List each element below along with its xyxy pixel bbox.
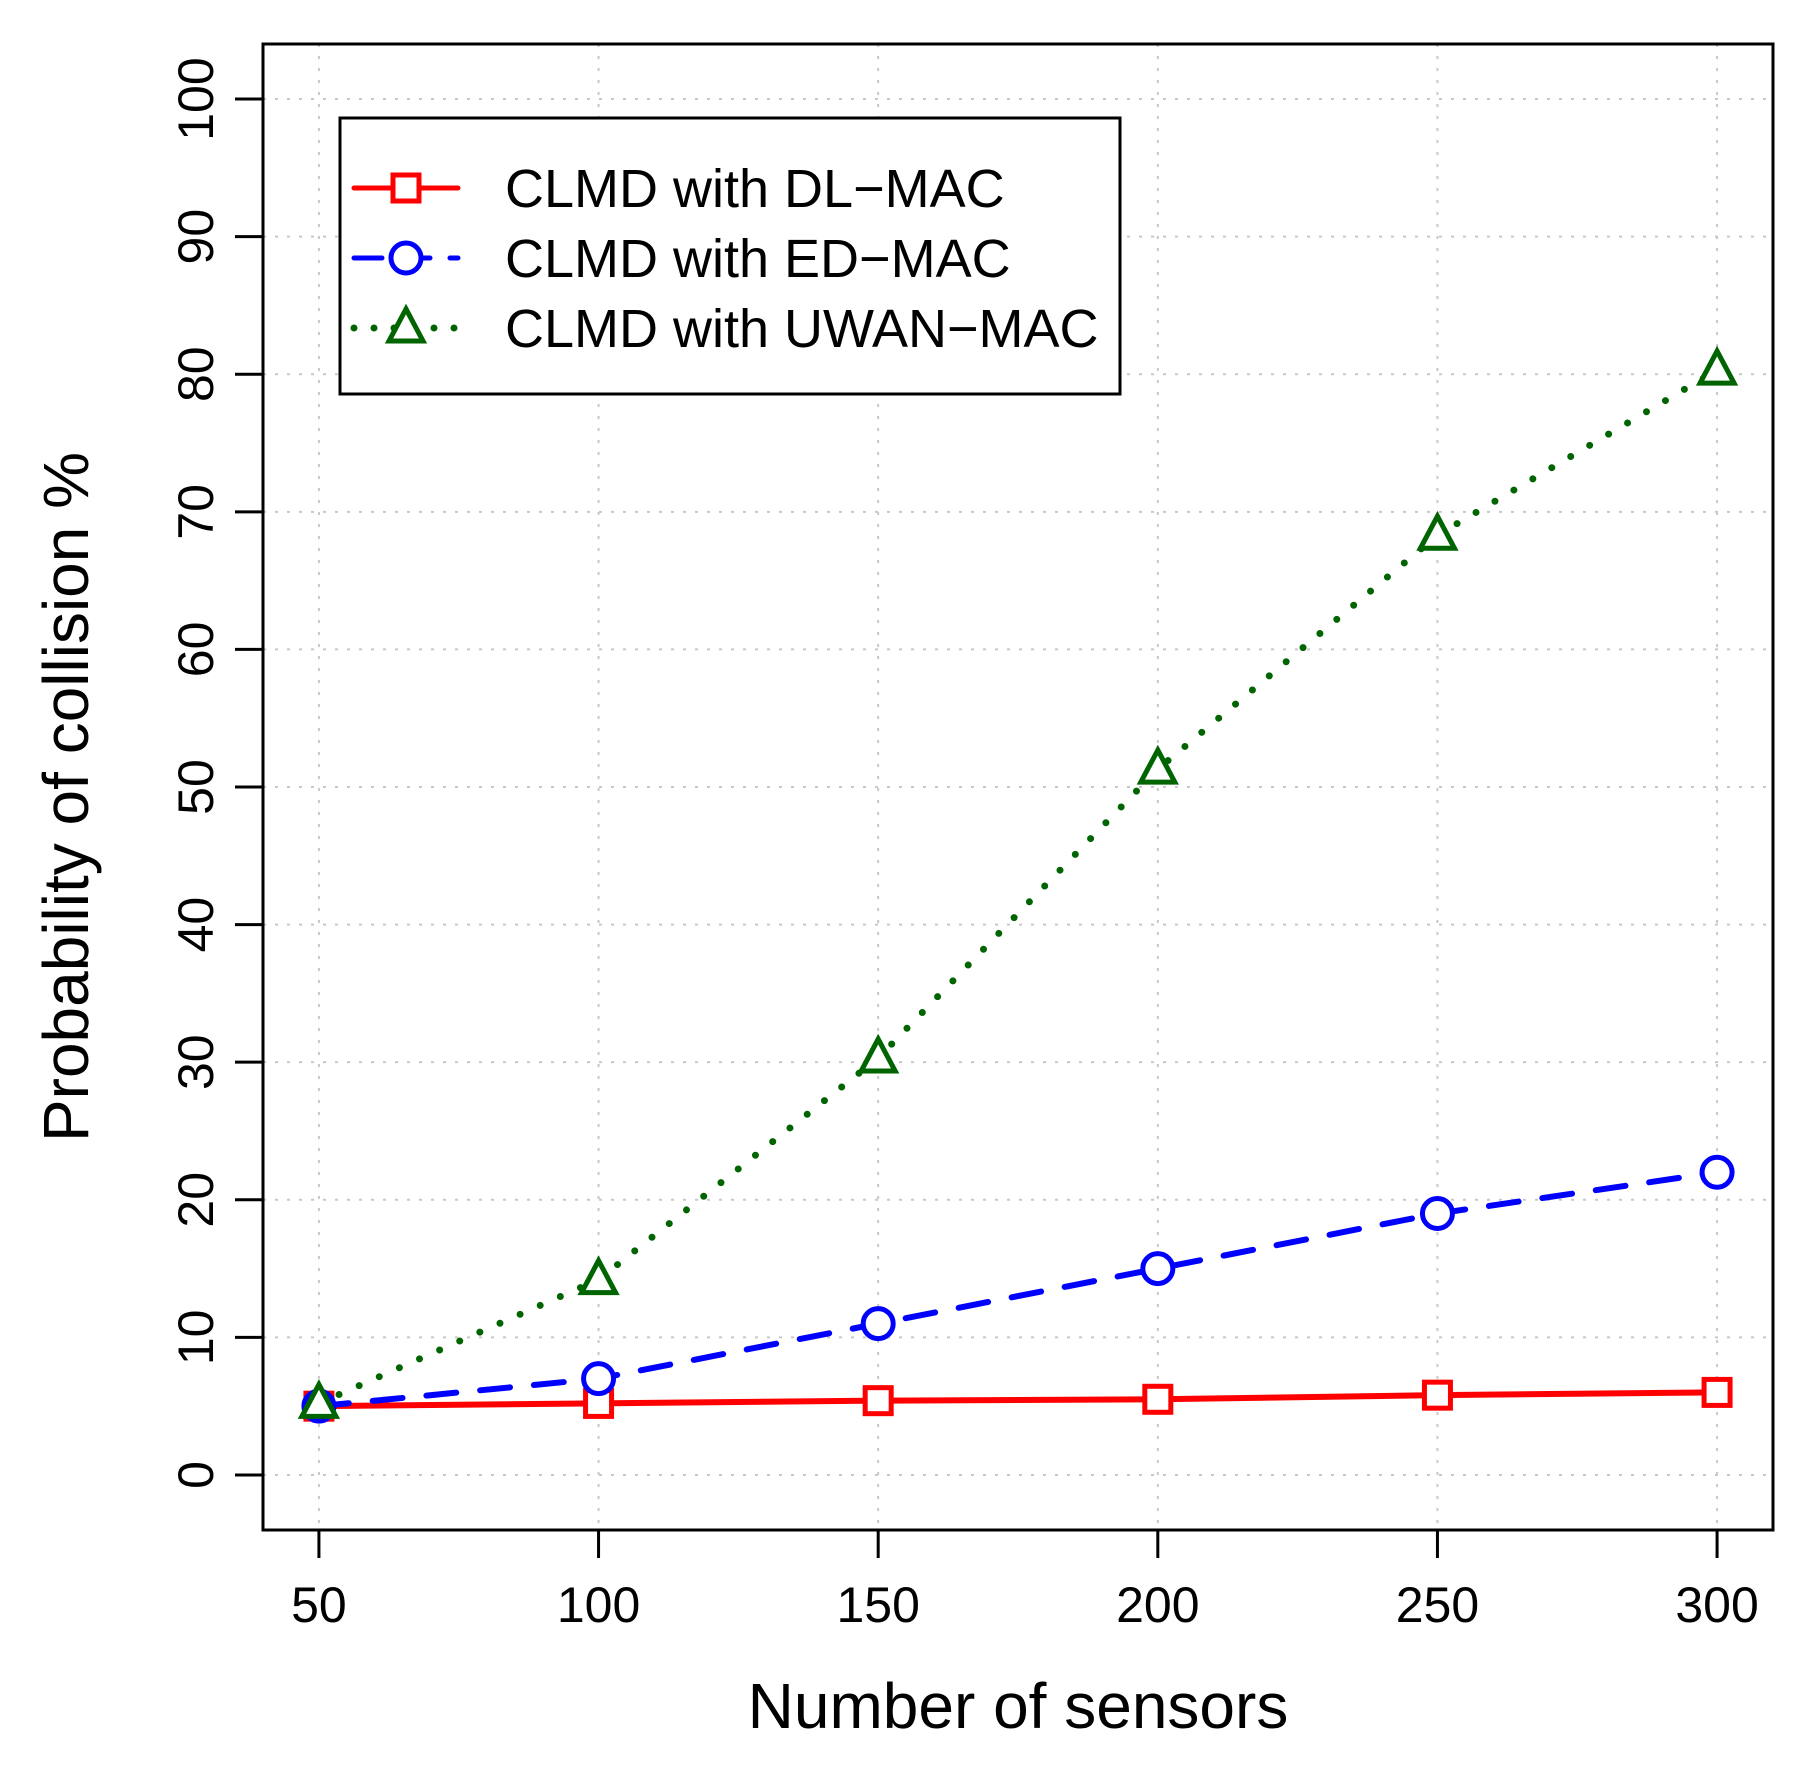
data-point-circle (581, 1361, 617, 1397)
data-point-circle (860, 1306, 896, 1342)
y-tick-label: 10 (168, 1310, 224, 1366)
x-tick-label: 250 (1396, 1577, 1479, 1633)
series-line-1 (315, 1389, 1721, 1410)
x-tick-label: 150 (836, 1577, 919, 1633)
series-line-2 (315, 1169, 1721, 1410)
data-point-triangle (1416, 510, 1459, 551)
legend-label-1: CLMD with DL−MAC (505, 159, 1005, 219)
y-tick-label: 60 (168, 622, 224, 678)
data-point-circle (1419, 1196, 1455, 1232)
x-tick-label: 300 (1675, 1577, 1758, 1633)
y-axis-title: Probability of collision % (30, 452, 102, 1142)
data-point-triangle (577, 1255, 620, 1296)
series-layer (297, 345, 1739, 1424)
x-axis-title: Number of sensors (748, 1670, 1289, 1742)
data-point-square (1421, 1379, 1453, 1411)
y-tick-label: 20 (168, 1172, 224, 1228)
series-1 (303, 1376, 1733, 1422)
y-tick-label: 90 (168, 209, 224, 265)
data-point-triangle (297, 1379, 341, 1419)
y-tick-label: 80 (168, 346, 224, 402)
legend-label-3: CLMD with UWAN−MAC (505, 299, 1099, 359)
data-point-square (583, 1387, 615, 1419)
x-axis-ticks: 50 100 150 200 250 300 (291, 1530, 1759, 1633)
series-line-3 (315, 366, 1721, 1407)
x-tick-label: 100 (557, 1577, 640, 1633)
y-tick-label: 50 (168, 759, 224, 815)
legend-marker-triangle (384, 303, 428, 344)
data-point-triangle (1136, 744, 1179, 785)
y-tick-label: 40 (168, 897, 224, 953)
series-3 (297, 345, 1739, 1419)
x-tick-label: 50 (291, 1577, 347, 1633)
data-point-circle (1699, 1154, 1735, 1190)
data-point-triangle (857, 1033, 900, 1074)
y-tick-label: 70 (168, 484, 224, 540)
y-axis-ticks: 0 10 20 30 40 50 60 70 80 90 100 (168, 57, 263, 1489)
data-point-triangle (1695, 345, 1739, 386)
data-point-square (862, 1385, 894, 1417)
y-tick-label: 0 (168, 1461, 224, 1489)
legend-label-2: CLMD with ED−MAC (505, 229, 1011, 289)
series-2 (301, 1154, 1735, 1424)
data-point-square (1142, 1383, 1174, 1415)
legend-item-1: CLMD with DL−MAC (351, 159, 1005, 219)
legend-item-2: CLMD with ED−MAC (351, 229, 1011, 289)
legend-box (338, 116, 1122, 396)
plot-frame (261, 42, 1775, 1532)
legend: CLMD with DL−MAC CLMD with ED−MAC CLMD wit… (338, 116, 1122, 396)
x-tick-label: 200 (1116, 1577, 1199, 1633)
legend-marker-square (390, 172, 422, 204)
y-tick-label: 30 (168, 1034, 224, 1090)
legend-marker-circle (388, 240, 424, 276)
data-point-square (1701, 1376, 1733, 1408)
legend-item-3: CLMD with UWAN−MAC (350, 299, 1099, 359)
y-tick-label: 100 (168, 57, 224, 140)
data-point-circle (1140, 1251, 1176, 1287)
